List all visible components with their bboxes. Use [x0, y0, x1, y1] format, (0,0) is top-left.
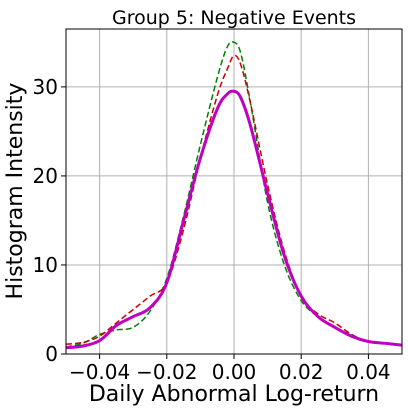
x-tick-label: 0.04 — [346, 360, 391, 384]
y-tick-label: 30 — [33, 75, 58, 99]
axis-ticks: −0.04 −0.02 0.00 0.02 0.04 0 10 20 30 — [33, 75, 391, 384]
y-tick-label: 10 — [33, 253, 58, 277]
x-tick-label: 0.00 — [212, 360, 257, 384]
series-line-2 — [66, 54, 402, 346]
x-axis-label: Daily Abnormal Log-return — [89, 382, 379, 407]
x-tick-label: −0.04 — [69, 360, 130, 384]
chart-title: Group 5: Negative Events — [112, 7, 356, 29]
series-line-3 — [66, 89, 402, 350]
x-tick-label: −0.02 — [136, 360, 197, 384]
plot-series — [66, 40, 402, 350]
y-tick-label: 20 — [33, 164, 58, 188]
x-tick-label: 0.02 — [279, 360, 324, 384]
y-tick-label: 0 — [45, 342, 58, 366]
y-axis-label: Histogram Intensity — [3, 83, 28, 300]
